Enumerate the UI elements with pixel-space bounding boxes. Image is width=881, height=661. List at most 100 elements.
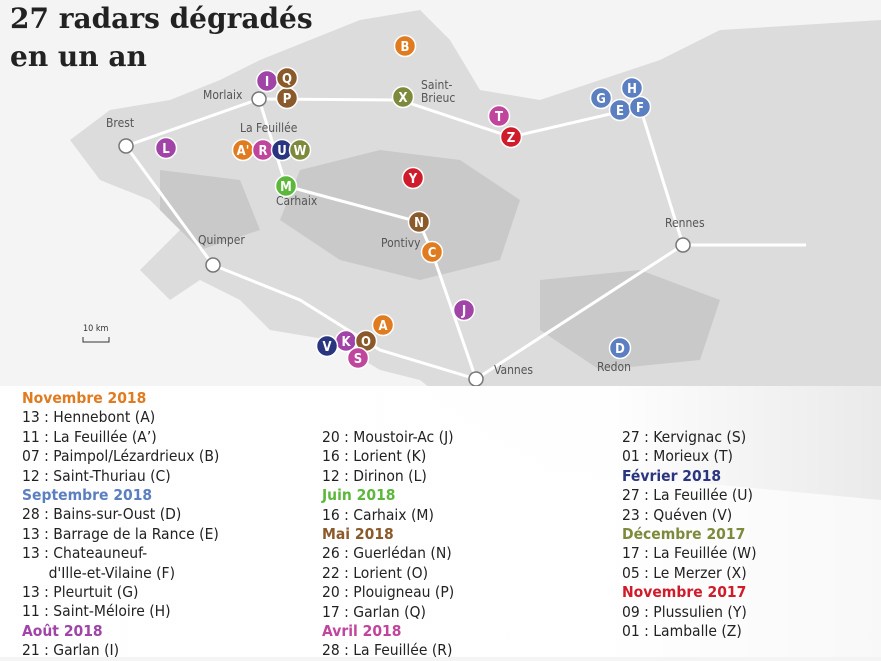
legend-column: 20 : Moustoir-Ac (J) 16 : Lorient (K) 12 :… (322, 428, 454, 661)
radar-marker: M (274, 174, 298, 198)
marker-dot (275, 66, 299, 90)
radar-marker: D (608, 336, 632, 360)
marker-letter: Z (507, 131, 515, 146)
marker-dot (401, 166, 425, 190)
marker-dot (274, 174, 298, 198)
marker-dot (346, 346, 370, 370)
legend-month: Mai 2018 (322, 525, 394, 544)
legend-entry: 11 : La Feuillée (A’) (22, 427, 157, 446)
legend-entry: 16 : Lorient (K) (322, 447, 427, 466)
legend-entry: 23 : Quéven (V) (622, 505, 733, 524)
title-line: 27 radars dégradés (10, 2, 313, 35)
marker-letter: N (414, 216, 424, 231)
city-dot (468, 371, 484, 387)
legend-month: Septembre 2018 (22, 486, 153, 505)
radar-marker: X (391, 85, 415, 109)
radar-marker: G (589, 86, 613, 110)
marker-dot (628, 95, 652, 119)
city-dot (675, 237, 691, 253)
legend-entry: 13 : Hennebont (A) (22, 408, 156, 427)
legend-entry: 09 : Plussulien (Y) (622, 602, 747, 621)
marker-letter: G (596, 92, 606, 107)
city-label: Saint-Brieuc (421, 78, 455, 105)
legend-column: Novembre 2018 13 : Hennebont (A) 11 : La F… (22, 389, 219, 661)
city-label: Morlaix (203, 88, 243, 102)
legend-entry: 12 : Dirinon (L) (322, 466, 427, 485)
marker-letter: B (401, 40, 410, 55)
relief (160, 150, 720, 370)
legend-entry: 27 : La Feuillée (U) (622, 486, 753, 505)
city-label: Brest (106, 116, 134, 130)
marker-letter: A (378, 319, 387, 334)
legend-column: 27 : Kervignac (S) 01 : Morieux (T) Févrie… (622, 428, 757, 641)
marker-letter: Q (282, 72, 292, 87)
marker-letter: X (398, 91, 407, 106)
radar-marker: V (315, 334, 339, 358)
legend-entry: 20 : Plouigneau (P) (322, 583, 455, 602)
radar-marker: C (420, 240, 444, 264)
marker-letter: W (294, 144, 307, 159)
city-label: Redon (597, 360, 631, 374)
legend-entry: 01 : Lamballe (Z) (622, 622, 742, 641)
radar-marker: S (346, 346, 370, 370)
marker-dot (154, 136, 178, 160)
marker-letter: O (361, 335, 371, 350)
marker-letter: M (280, 180, 292, 195)
marker-letter: H (627, 82, 637, 97)
legend-month: Février 2018 (622, 466, 722, 485)
radar-marker: R (251, 138, 275, 162)
legend-month: Avril 2018 (322, 622, 402, 641)
marker-letter: C (428, 246, 437, 261)
marker-dot (420, 240, 444, 264)
marker-letter: V (322, 340, 331, 355)
city-dot (251, 91, 267, 107)
marker-letter: T (495, 110, 503, 125)
legend-background (0, 386, 881, 657)
radar-marker: B (393, 34, 417, 58)
city-dot (118, 138, 134, 154)
legend-entry: 13 : Pleurtuit (G) (22, 583, 139, 602)
radar-marker: N (407, 210, 431, 234)
legend-entry: 07 : Paimpol/Lézardrieux (B) (22, 447, 220, 466)
marker-dot (589, 86, 613, 110)
scale-bar (82, 337, 110, 343)
city-label: Vannes (494, 363, 533, 377)
city-label: La Feuillée (240, 121, 298, 135)
marker-letter: Y (408, 172, 418, 187)
city-label: Pontivy (381, 236, 421, 250)
marker-dot (315, 334, 339, 358)
legend-entry: 21 : Garlan (I) (22, 641, 120, 660)
legend-entry: 28 : Bains-sur-Oust (D) (22, 505, 182, 524)
radar-marker: P (275, 86, 299, 110)
legend-entry: 13 : Barrage de la Rance (E) (22, 524, 219, 543)
legend-month: Juin 2018 (322, 486, 396, 505)
city-label: Quimper (198, 233, 245, 247)
marker-dot (499, 125, 523, 149)
marker-dot (391, 85, 415, 109)
radar-marker: J (452, 298, 476, 322)
marker-letter: S (354, 352, 362, 367)
marker-letter: J (461, 304, 466, 319)
marker-letter: E (616, 104, 624, 119)
marker-letter: L (162, 142, 170, 157)
legend-entry: 17 : La Feuillée (W) (622, 544, 757, 563)
legend-entry: 13 : Chateauneuf- d'Ille-et-Vilaine (F) (22, 544, 176, 582)
marker-dot (487, 104, 511, 128)
marker-dot (452, 298, 476, 322)
marker-dot (371, 313, 395, 337)
marker-letter: I (265, 75, 269, 90)
legend-entry: 17 : Garlan (Q) (322, 602, 426, 621)
scale-label: 10 km (83, 324, 109, 334)
radar-marker: A' (231, 138, 255, 162)
radar-marker: Y (401, 166, 425, 190)
legend-entry: 05 : Le Merzer (X) (622, 563, 747, 582)
title: 27 radars dégradés en un an (10, 0, 313, 76)
marker-letter: K (341, 335, 351, 350)
legend-entry: 11 : Saint-Méloire (H) (22, 602, 171, 621)
legend-month: Novembre 2017 (622, 583, 747, 602)
title-line: en un an (10, 40, 147, 73)
marker-letter: R (258, 144, 267, 159)
marker-letter: P (283, 92, 292, 107)
